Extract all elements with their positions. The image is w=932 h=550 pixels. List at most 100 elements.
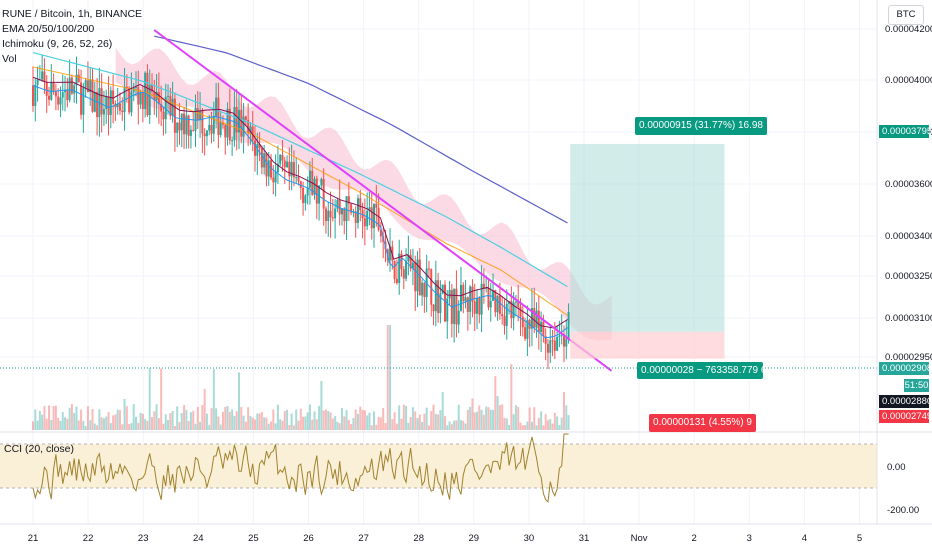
legend-symbol[interactable]: RUNE / Bitcoin, 1h, BINANCE bbox=[2, 8, 143, 20]
volume-bar bbox=[54, 405, 57, 430]
position-entry-label: 0.00000028 ~ 763358.779 6.98 bbox=[637, 362, 780, 379]
volume-bar bbox=[86, 406, 89, 430]
volume-bar bbox=[416, 418, 419, 430]
volume-bar bbox=[139, 412, 142, 430]
candle-body bbox=[357, 198, 360, 224]
currency-button[interactable]: BTC bbox=[888, 5, 924, 25]
candle-body bbox=[395, 278, 398, 283]
candle-body bbox=[430, 269, 433, 305]
volume-bar bbox=[498, 405, 501, 430]
volume-bar bbox=[292, 425, 295, 430]
candle-body bbox=[441, 284, 444, 294]
position-loss-zone bbox=[570, 331, 725, 359]
volume-bar bbox=[459, 420, 462, 430]
candle-body bbox=[368, 207, 371, 211]
volume-bar bbox=[448, 421, 451, 430]
volume-bar bbox=[70, 404, 73, 430]
candle-body bbox=[288, 161, 291, 177]
candle-body bbox=[118, 103, 121, 111]
volume-bar bbox=[411, 407, 414, 430]
volume-bar bbox=[457, 404, 460, 430]
volume-bar bbox=[304, 416, 307, 430]
volume-bar bbox=[208, 424, 211, 430]
candle-body bbox=[558, 335, 561, 337]
candle-body bbox=[416, 259, 419, 292]
volume-bar bbox=[427, 425, 430, 430]
volume-bar bbox=[407, 422, 410, 430]
candle-body bbox=[247, 120, 250, 134]
volume-bar bbox=[302, 416, 305, 430]
candle-body bbox=[457, 310, 460, 325]
position-stop-label: 0.00000131 (4.55%) 9 bbox=[649, 414, 756, 432]
volume-bar bbox=[73, 412, 76, 430]
legend-ema[interactable]: EMA 20/50/100/200 bbox=[2, 23, 95, 35]
candle-body bbox=[414, 262, 417, 292]
volume-bar bbox=[270, 421, 273, 430]
volume-bar bbox=[320, 380, 323, 430]
volume-bar bbox=[98, 409, 101, 430]
candle-body bbox=[100, 88, 103, 115]
volume-bar bbox=[496, 396, 499, 430]
candle-body bbox=[439, 293, 442, 314]
candle-body bbox=[235, 107, 238, 133]
volume-bar bbox=[329, 412, 332, 430]
candle-body bbox=[189, 129, 192, 136]
candle-body bbox=[551, 340, 554, 342]
volume-bar bbox=[189, 412, 192, 430]
candle-body bbox=[91, 79, 94, 112]
candle-body bbox=[320, 179, 323, 186]
candle-body bbox=[244, 116, 247, 121]
volume-bar bbox=[134, 416, 137, 430]
candle-body bbox=[485, 287, 488, 289]
volume-bar bbox=[542, 425, 545, 430]
volume-bar bbox=[514, 405, 517, 430]
candle-body bbox=[199, 110, 202, 121]
volume-bar bbox=[551, 423, 554, 430]
volume-bar bbox=[441, 391, 444, 430]
volume-bar bbox=[478, 405, 481, 430]
volume-bar bbox=[453, 420, 456, 430]
volume-bar bbox=[52, 406, 55, 430]
volume-bar bbox=[524, 425, 527, 430]
candle-body bbox=[36, 79, 39, 85]
candle-body bbox=[194, 108, 197, 131]
y-tick-label: 0.00003400 bbox=[885, 231, 932, 242]
x-tick-label: 23 bbox=[138, 533, 149, 544]
candle-body bbox=[249, 126, 252, 134]
legend-vol[interactable]: Vol bbox=[2, 53, 17, 65]
volume-bar bbox=[421, 421, 424, 430]
volume-bar bbox=[402, 404, 405, 430]
legend-cci[interactable]: CCI (20, close) bbox=[4, 443, 75, 455]
volume-bar bbox=[210, 408, 213, 430]
candle-body bbox=[139, 92, 142, 105]
volume-bar bbox=[437, 414, 440, 430]
volume-bar bbox=[379, 417, 382, 430]
volume-bar bbox=[180, 412, 183, 430]
volume-bar bbox=[148, 367, 151, 430]
volume-bar bbox=[562, 391, 565, 430]
cci-tick-label: -200.00 bbox=[887, 505, 919, 516]
candle-body bbox=[43, 71, 46, 82]
candle-body bbox=[226, 108, 229, 138]
volume-bar bbox=[471, 398, 474, 430]
volume-bar bbox=[249, 415, 252, 430]
volume-bar bbox=[393, 412, 396, 430]
volume-bar bbox=[567, 415, 570, 430]
volume-bar bbox=[251, 417, 254, 430]
candle-body bbox=[155, 92, 158, 101]
candle-body bbox=[517, 301, 520, 307]
candle-body bbox=[363, 218, 366, 227]
volume-bar bbox=[414, 411, 417, 430]
volume-bar bbox=[36, 420, 39, 430]
volume-bar bbox=[125, 406, 128, 430]
candle-body bbox=[192, 129, 195, 131]
volume-bar bbox=[370, 425, 373, 430]
volume-bar bbox=[226, 406, 229, 430]
candle-body bbox=[82, 87, 85, 115]
legend-ichimoku[interactable]: Ichimoku (9, 26, 52, 26) bbox=[2, 38, 113, 50]
candle-body bbox=[130, 91, 133, 113]
candle-body bbox=[446, 298, 449, 322]
candle-body bbox=[496, 295, 499, 313]
candle-body bbox=[32, 85, 34, 106]
